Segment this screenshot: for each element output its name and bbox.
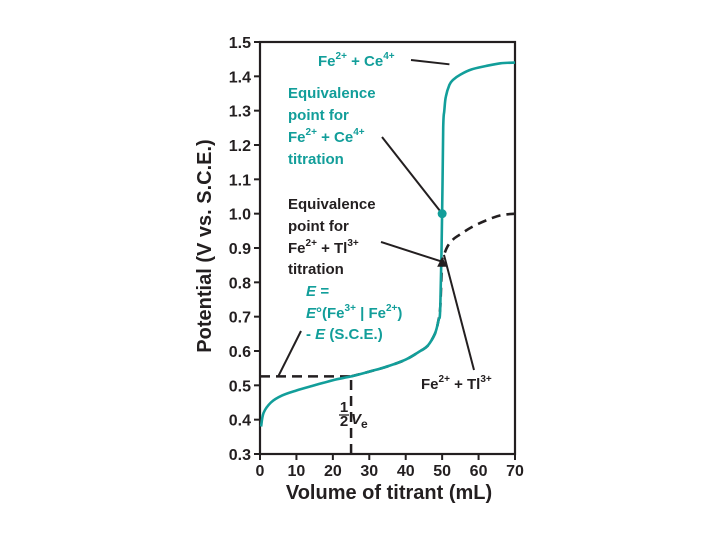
- series-fe-tl-line: [350, 212, 516, 378]
- annotation-leaders: [277, 59, 475, 377]
- y-tick-label: 0.8: [229, 275, 251, 292]
- leader-fe-tl: [442, 254, 475, 371]
- x-tick-label: 60: [470, 463, 488, 480]
- leader-eo: [277, 330, 302, 377]
- y-tick-label: 1.1: [229, 172, 251, 189]
- y-tick-label: 1.0: [229, 207, 251, 224]
- svg-text:Equivalence: Equivalence: [288, 85, 376, 102]
- marker-eq-ce: [437, 209, 447, 219]
- x-tick-label: 20: [324, 463, 342, 480]
- x-axis-title: Volume of titrant (mL): [286, 482, 492, 504]
- x-ticks: 0 10 20 30 40 50 60 70: [256, 454, 524, 480]
- svg-text:E°(Fe3+ | Fe2+): E°(Fe3+ | Fe2+): [306, 303, 402, 322]
- series-group: [259, 61, 516, 427]
- y-ticks: 0.3 0.4 0.5 0.6 0.7 0.8 0.9 1.0 1.1 1.2 1.3 1.4 1.5: [229, 35, 260, 464]
- svg-text:titration: titration: [288, 151, 344, 168]
- svg-text:1: 1: [340, 399, 348, 416]
- y-tick-label: 0.3: [229, 447, 251, 464]
- y-tick-label: 1.5: [229, 35, 251, 52]
- marker-eq-tl: [437, 256, 448, 267]
- svg-text:Ve: Ve: [351, 411, 368, 431]
- y-axis-title: Potential (V vs. S.C.E.): [194, 139, 216, 352]
- x-tick-label: 10: [288, 463, 306, 480]
- svg-text:- E (S.C.E.): - E (S.C.E.): [306, 326, 383, 343]
- y-tick-label: 0.6: [229, 344, 251, 361]
- x-tick-label: 50: [433, 463, 451, 480]
- annotation-eq-tl: Equivalence point for Fe2+ + Tl3+ titrat…: [288, 196, 376, 278]
- svg-text:point for: point for: [288, 107, 349, 124]
- svg-text:Fe2+ + Tl3+: Fe2+ + Tl3+: [288, 238, 359, 257]
- leader-fe-ce: [410, 59, 450, 66]
- svg-text:Fe2+ + Ce4+: Fe2+ + Ce4+: [288, 127, 365, 146]
- reference-lines: [260, 375, 353, 454]
- label-fe-tl: Fe2+ + Tl3+: [421, 374, 492, 393]
- leader-eq-tl: [380, 241, 443, 263]
- y-tick-label: 1.3: [229, 104, 251, 121]
- y-tick-label: 0.7: [229, 310, 251, 327]
- leader-eq-ce: [381, 136, 443, 215]
- y-tick-label: 0.9: [229, 241, 251, 258]
- series-fe-ce-line: [259, 61, 516, 427]
- svg-text:titration: titration: [288, 261, 344, 278]
- x-tick-label: 30: [360, 463, 378, 480]
- y-tick-label: 1.4: [229, 69, 251, 86]
- annotation-formal-potential: E = E°(Fe3+ | Fe2+) - E (S.C.E.): [306, 283, 402, 343]
- x-tick-label: 70: [506, 463, 524, 480]
- x-tick-label: 40: [397, 463, 415, 480]
- x-tick-label: 0: [256, 463, 265, 480]
- markers-group: [437, 209, 448, 267]
- svg-text:2: 2: [340, 413, 348, 430]
- svg-text:Equivalence: Equivalence: [288, 196, 376, 213]
- y-tick-label: 0.4: [229, 413, 251, 430]
- label-fe-ce: Fe2+ + Ce4+: [318, 51, 395, 70]
- y-tick-label: 0.5: [229, 378, 251, 395]
- svg-text:point for: point for: [288, 218, 349, 235]
- y-tick-label: 1.2: [229, 138, 251, 155]
- svg-text:E =: E =: [306, 283, 329, 300]
- label-half-ve: 1 2 Ve: [339, 399, 368, 431]
- annotation-eq-ce: Equivalence point for Fe2+ + Ce4+ titrat…: [288, 85, 376, 168]
